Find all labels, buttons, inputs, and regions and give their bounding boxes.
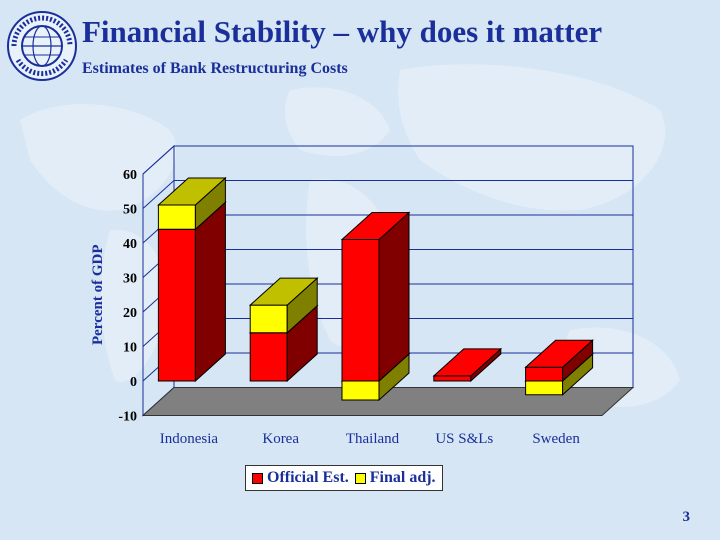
bar-official-us-s-ls [432, 347, 503, 383]
x-tick-label: Indonesia [160, 431, 219, 447]
bar-final-adj-indonesia [157, 176, 227, 231]
legend-item-official: Official Est. [252, 469, 349, 487]
x-tick-label: US S&Ls [435, 431, 493, 447]
bar-final-adj-korea [248, 276, 319, 334]
legend-label-official: Official Est. [267, 469, 349, 486]
y-axis-label: Percent of GDP [90, 244, 106, 345]
bar-official-thailand [340, 211, 411, 383]
slide-title: Financial Stability – why does it matter [82, 14, 603, 49]
chart-legend: Official Est. Final adj. [245, 465, 443, 491]
y-tick-label: 40 [123, 237, 137, 252]
y-tick-label: 10 [123, 341, 137, 356]
slide-subtitle: Estimates of Bank Restructuring Costs [82, 60, 348, 77]
x-tick-label: Thailand [346, 431, 400, 447]
legend-swatch-final [354, 472, 366, 484]
page-number: 3 [682, 509, 691, 525]
bar-official-sweden [524, 339, 594, 383]
gridline [142, 180, 633, 209]
y-tick-label: 20 [123, 306, 137, 321]
x-tick-label: Korea [262, 431, 299, 447]
y-tick-label: -10 [118, 410, 137, 425]
legend-label-final: Final adj. [369, 469, 436, 486]
legend-item-final: Final adj. [354, 469, 436, 487]
y-tick-label: 60 [123, 168, 137, 183]
y-tick-label: 0 [130, 375, 137, 390]
y-tick-label: 30 [123, 272, 137, 287]
chart-floor [141, 387, 635, 416]
gridline [142, 145, 633, 175]
y-tick-label: 50 [123, 203, 137, 218]
legend-swatch-official [252, 472, 263, 484]
x-tick-label: Sweden [532, 431, 580, 447]
imf-seal-logo [7, 11, 77, 81]
